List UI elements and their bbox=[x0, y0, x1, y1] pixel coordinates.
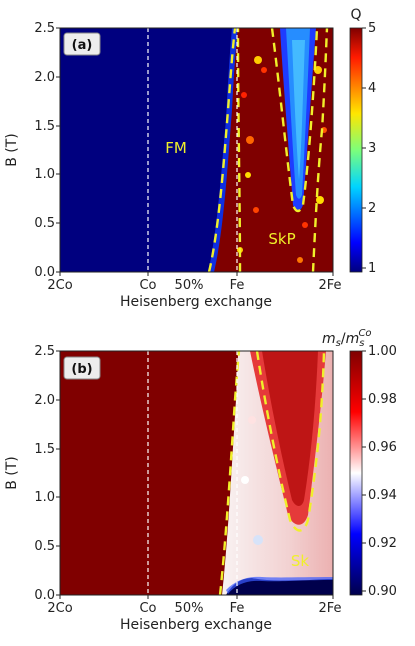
cbar-a-tick-2: 2 bbox=[368, 201, 376, 216]
xtick-b-50: 50% bbox=[175, 601, 204, 616]
xtick-a-2fe: 2Fe bbox=[318, 278, 341, 293]
ytick-b-3: 1.5 bbox=[34, 442, 55, 457]
region-label-fm: FM bbox=[165, 139, 187, 157]
cbar-b-tick-3: 0.96 bbox=[368, 440, 397, 455]
ytick-b-0: 0.0 bbox=[34, 588, 55, 603]
cbar-b-tick-5: 1.00 bbox=[368, 344, 397, 359]
xtick-b-fe: Fe bbox=[230, 601, 245, 616]
colorbar-a-title: Q bbox=[350, 7, 361, 23]
panel-label-b: (b) bbox=[71, 362, 92, 377]
ylabel-b: B (T) bbox=[4, 456, 20, 490]
plot-frame-a bbox=[59, 27, 334, 273]
xtick-a-co: Co bbox=[139, 278, 156, 293]
ylabel-a: B (T) bbox=[4, 133, 20, 167]
panel-label-a: (a) bbox=[72, 38, 93, 53]
colorbar-b-title: ms/msCo bbox=[322, 328, 372, 349]
contours-b bbox=[218, 350, 326, 596]
ytick-a-0: 0.0 bbox=[34, 265, 55, 280]
colorbar-a-bar bbox=[349, 27, 363, 273]
xtick-a-2co: 2Co bbox=[47, 278, 72, 293]
x-ticks-a: 2Co Co 50% Fe 2Fe bbox=[47, 272, 342, 293]
y-ticks-b: 0.0 0.5 1.0 1.5 2.0 2.5 bbox=[34, 344, 60, 603]
xtick-b-co: Co bbox=[139, 601, 156, 616]
xtick-b-2co: 2Co bbox=[47, 601, 72, 616]
colorbar-a: Q 1 2 3 4 5 bbox=[349, 7, 376, 276]
panel-a: (a) FM SkP 0.0 0.5 1.0 1.5 2.0 2.5 2Co C… bbox=[4, 7, 376, 310]
cbar-b-tick-0: 0.90 bbox=[368, 584, 397, 599]
contours-a bbox=[207, 27, 329, 273]
region-label-sk: Sk bbox=[291, 552, 310, 570]
ytick-a-5: 2.5 bbox=[34, 21, 55, 36]
region-label-skp: SkP bbox=[268, 230, 295, 248]
ytick-b-2: 1.0 bbox=[34, 490, 55, 505]
ytick-a-3: 1.5 bbox=[34, 119, 55, 134]
ytick-b-5: 2.5 bbox=[34, 344, 55, 359]
ytick-a-2: 1.0 bbox=[34, 167, 55, 182]
xtick-a-50: 50% bbox=[175, 278, 204, 293]
ytick-a-4: 2.0 bbox=[34, 70, 55, 85]
heatmap-b bbox=[60, 351, 333, 595]
colorbar-b: ms/msCo 0.90 0.92 0.94 0.96 0.98 1.00 bbox=[322, 328, 397, 599]
cbar-a-tick-3: 3 bbox=[368, 141, 376, 156]
colorbar-b-bar bbox=[349, 350, 363, 596]
panel-b: (b) Sk 0.0 0.5 1.0 1.5 2.0 2.5 2Co Co 50… bbox=[4, 328, 397, 633]
cbar-b-tick-2: 0.94 bbox=[368, 488, 397, 503]
cbar-b-tick-4: 0.98 bbox=[368, 392, 397, 407]
ytick-a-1: 0.5 bbox=[34, 216, 55, 231]
panel-label-box-a bbox=[63, 32, 101, 56]
cbar-a-tick-5: 5 bbox=[368, 21, 376, 36]
xlabel-a: Heisenberg exchange bbox=[120, 294, 272, 310]
cbar-b-tick-1: 0.92 bbox=[368, 536, 397, 551]
y-ticks-a: 0.0 0.5 1.0 1.5 2.0 2.5 bbox=[34, 21, 60, 280]
panel-label-box-b bbox=[63, 356, 101, 380]
xlabel-b: Heisenberg exchange bbox=[120, 617, 272, 633]
xtick-a-fe: Fe bbox=[230, 278, 245, 293]
xtick-b-2fe: 2Fe bbox=[318, 601, 341, 616]
low-band-b bbox=[226, 578, 333, 595]
x-ticks-b: 2Co Co 50% Fe 2Fe bbox=[47, 595, 342, 616]
ytick-b-1: 0.5 bbox=[34, 539, 55, 554]
speckles-a bbox=[237, 56, 327, 263]
ytick-b-4: 2.0 bbox=[34, 393, 55, 408]
cbar-a-tick-1: 1 bbox=[368, 261, 376, 276]
plot-frame-b bbox=[59, 350, 334, 596]
cbar-a-tick-4: 4 bbox=[368, 81, 376, 96]
